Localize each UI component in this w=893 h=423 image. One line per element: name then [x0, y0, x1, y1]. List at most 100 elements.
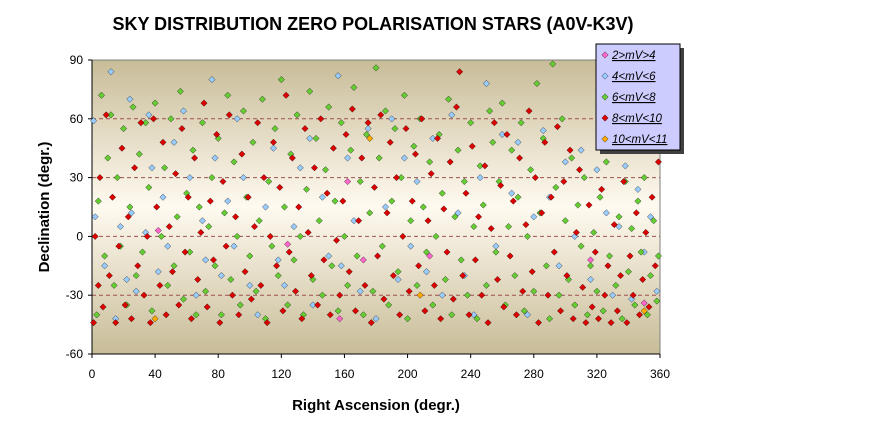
- data-point: [653, 297, 661, 305]
- data-point: [216, 319, 224, 327]
- data-point: [454, 209, 462, 217]
- data-point: [620, 178, 628, 185]
- data-point: [503, 131, 511, 138]
- data-point: [601, 291, 609, 299]
- data-point: [437, 315, 445, 323]
- data-point: [615, 223, 623, 231]
- data-point: [527, 166, 535, 174]
- data-point: [132, 287, 140, 295]
- data-point: [482, 281, 490, 289]
- data-point: [217, 272, 225, 280]
- data-point: [90, 117, 98, 125]
- data-point: [558, 115, 566, 123]
- y-tick-label: 0: [76, 229, 83, 243]
- data-point: [101, 262, 109, 270]
- data-point: [281, 281, 288, 289]
- data-point: [347, 146, 355, 154]
- data-point: [511, 272, 519, 280]
- data-point: [173, 213, 181, 221]
- data-point: [189, 146, 197, 154]
- data-point: [400, 154, 408, 162]
- data-point: [322, 166, 329, 174]
- legend-label: 4<mV<6: [612, 71, 656, 83]
- data-point: [577, 242, 585, 250]
- data-point: [90, 319, 98, 327]
- data-point: [143, 232, 151, 240]
- data-point: [421, 307, 429, 315]
- data-point: [629, 291, 637, 299]
- data-point: [232, 213, 240, 221]
- data-point: [598, 185, 606, 193]
- data-point: [530, 287, 538, 295]
- data-point: [471, 256, 479, 264]
- data-point: [372, 315, 380, 323]
- data-point: [246, 281, 254, 289]
- data-point: [404, 315, 412, 323]
- data-point: [552, 183, 560, 191]
- data-point: [276, 183, 284, 191]
- data-point: [538, 209, 546, 217]
- data-point: [164, 242, 172, 250]
- data-point: [202, 256, 210, 264]
- data-point: [94, 197, 102, 205]
- data-point: [583, 311, 591, 319]
- data-point: [654, 252, 662, 260]
- data-point: [640, 307, 648, 315]
- data-point: [282, 91, 290, 99]
- data-point: [561, 217, 569, 225]
- data-point: [258, 95, 266, 103]
- data-point: [413, 281, 421, 289]
- y-tick-label: 30: [70, 171, 84, 185]
- chart-title: SKY DISTRIBUTION ZERO POLARISATION STARS…: [112, 14, 633, 34]
- data-point: [145, 111, 153, 119]
- data-point: [159, 193, 167, 201]
- data-point: [194, 276, 202, 283]
- data-point: [639, 276, 647, 283]
- data-point: [632, 209, 640, 217]
- data-point: [391, 125, 399, 133]
- data-point: [587, 276, 595, 283]
- data-point: [167, 115, 175, 123]
- data-point: [336, 291, 344, 299]
- data-point: [180, 295, 187, 303]
- data-point: [333, 236, 341, 244]
- data-point: [610, 221, 618, 229]
- data-point: [528, 268, 536, 276]
- data-point: [124, 213, 132, 221]
- data-point: [650, 217, 658, 225]
- data-point: [512, 311, 520, 319]
- data-point: [331, 197, 339, 205]
- data-point: [514, 138, 522, 146]
- data-point: [303, 185, 311, 193]
- data-point: [98, 91, 105, 99]
- data-point: [457, 256, 465, 264]
- data-point: [393, 174, 400, 182]
- data-point: [358, 154, 366, 162]
- data-point: [244, 193, 252, 201]
- data-point: [233, 232, 241, 240]
- data-point: [366, 209, 374, 217]
- data-point: [606, 252, 613, 260]
- data-point: [382, 203, 389, 211]
- data-point: [648, 193, 656, 201]
- data-point: [314, 301, 322, 309]
- x-tick-label: 160: [334, 367, 354, 381]
- data-point: [306, 87, 314, 95]
- data-point: [104, 154, 112, 162]
- data-point: [451, 213, 459, 221]
- data-point: [628, 225, 636, 233]
- data-point: [269, 144, 277, 152]
- data-point: [219, 178, 227, 185]
- data-point: [498, 99, 506, 107]
- data-point: [553, 123, 561, 131]
- data-point: [342, 131, 350, 138]
- data-point: [268, 242, 276, 250]
- data-point: [640, 174, 648, 182]
- data-point: [438, 291, 446, 299]
- data-point: [252, 287, 260, 295]
- y-tick-label: -30: [66, 288, 84, 302]
- series-1: [154, 178, 648, 323]
- data-point: [139, 248, 146, 256]
- data-point: [262, 203, 270, 211]
- data-point: [350, 217, 358, 225]
